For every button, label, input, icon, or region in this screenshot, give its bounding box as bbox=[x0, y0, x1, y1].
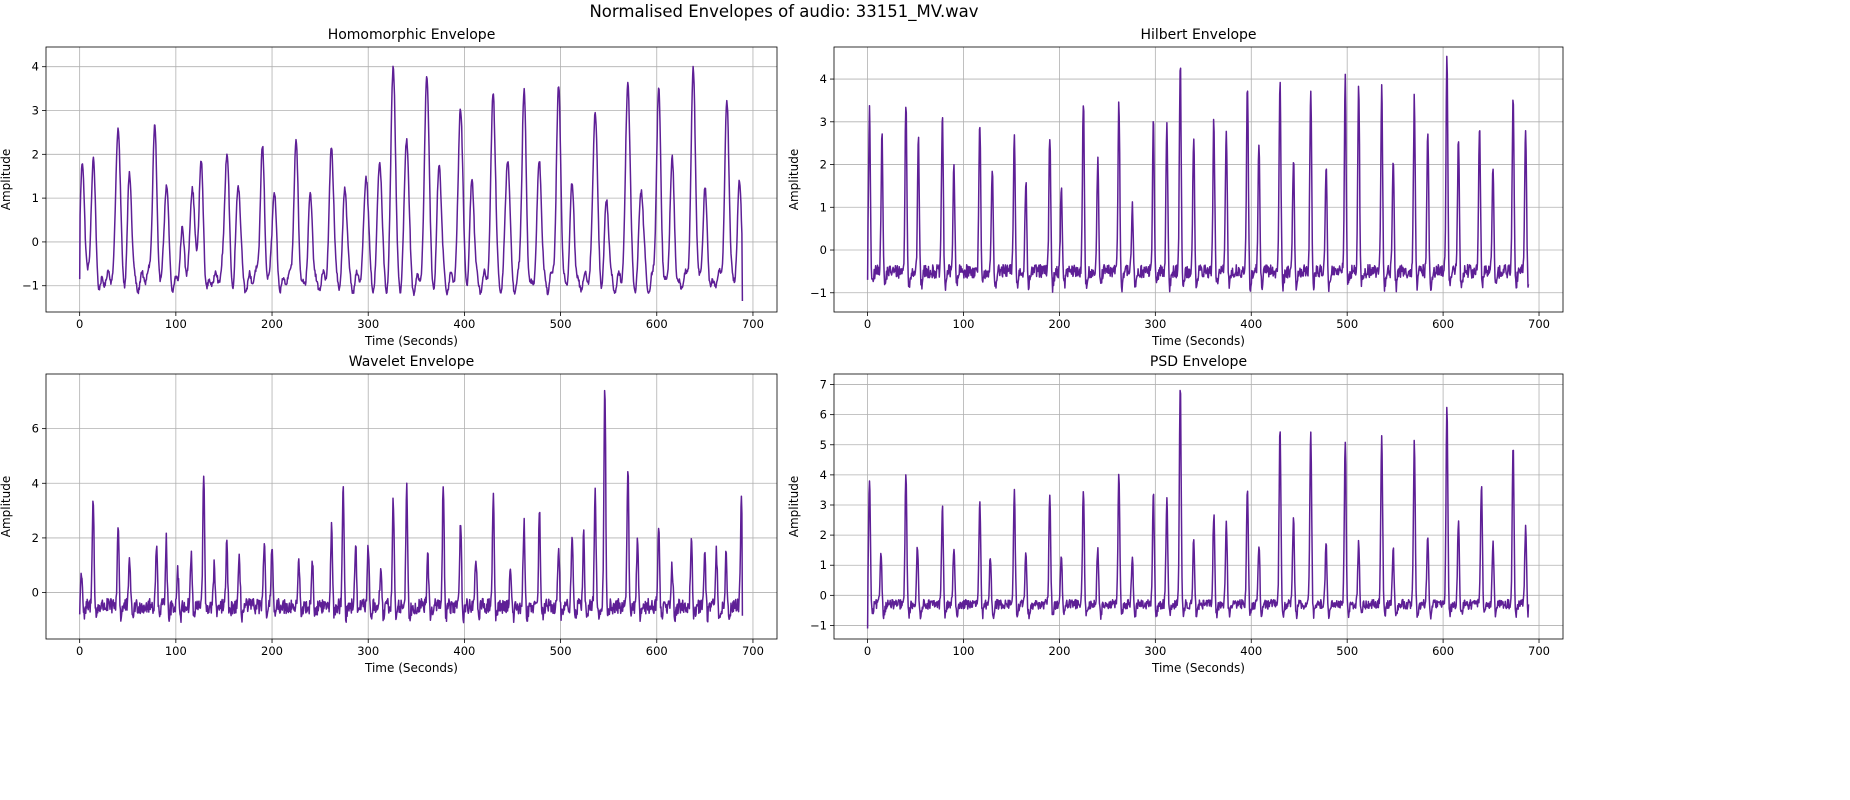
y-tick-label: 6 bbox=[32, 422, 39, 436]
x-axis-label: Time (Seconds) bbox=[364, 334, 458, 348]
y-tick-label: 7 bbox=[820, 378, 827, 392]
x-tick-label: 500 bbox=[550, 317, 572, 331]
y-tick-label: 0 bbox=[820, 588, 827, 602]
x-tick-label: 500 bbox=[1336, 317, 1358, 331]
x-tick-label: 200 bbox=[261, 317, 283, 331]
subplot-4: 0 100 200 300 400 500 600 700 −1 0 1 2 3 4 5 6 7 PSD Enve… bbox=[787, 354, 1564, 675]
subplot-title: Hilbert Envelope bbox=[1140, 27, 1256, 43]
y-axis-label: Amplitude bbox=[787, 149, 801, 211]
x-tick-label: 200 bbox=[261, 644, 283, 658]
x-tick-label: 700 bbox=[1528, 644, 1550, 658]
y-tick-label: −1 bbox=[22, 279, 39, 293]
x-tick-label: 400 bbox=[1240, 644, 1262, 658]
x-tick-label: 500 bbox=[550, 644, 572, 658]
x-tick-label: 500 bbox=[1336, 644, 1358, 658]
x-tick-label: 400 bbox=[453, 317, 475, 331]
series-line bbox=[78, 389, 744, 624]
y-tick-label: 4 bbox=[32, 476, 39, 490]
subplot-3: 0 100 200 300 400 500 600 700 0 2 4 6 Wavelet Envelo… bbox=[0, 354, 778, 675]
x-tick-label: 0 bbox=[864, 317, 871, 331]
y-tick-label: 2 bbox=[820, 158, 827, 172]
series-line bbox=[78, 65, 744, 302]
y-tick-label: 0 bbox=[32, 586, 39, 600]
x-tick-label: 100 bbox=[953, 317, 975, 331]
axes-frame bbox=[45, 373, 778, 640]
x-axis-label: Time (Seconds) bbox=[1151, 334, 1245, 348]
y-axis-label: Amplitude bbox=[787, 476, 801, 538]
x-tick-label: 100 bbox=[165, 317, 187, 331]
x-tick-label: 0 bbox=[76, 317, 83, 331]
y-tick-label: 3 bbox=[820, 115, 827, 129]
y-tick-label: 3 bbox=[32, 104, 39, 118]
x-tick-label: 600 bbox=[646, 317, 668, 331]
y-tick-label: 4 bbox=[820, 72, 827, 86]
series-line bbox=[866, 55, 1530, 293]
y-tick-label: 3 bbox=[820, 498, 827, 512]
x-axis-label: Time (Seconds) bbox=[1151, 661, 1245, 675]
axes-frame bbox=[45, 46, 778, 313]
x-tick-label: 700 bbox=[742, 644, 764, 658]
x-tick-label: 300 bbox=[1144, 644, 1166, 658]
x-tick-label: 300 bbox=[357, 317, 379, 331]
y-tick-label: 5 bbox=[820, 438, 827, 452]
x-tick-label: 600 bbox=[1432, 644, 1454, 658]
x-tick-label: 700 bbox=[1528, 317, 1550, 331]
x-tick-label: 400 bbox=[1240, 317, 1262, 331]
subplot-1: 0 100 200 300 400 500 600 700 −1 0 1 2 3 4 Homomorphic… bbox=[0, 27, 778, 348]
series-line bbox=[866, 389, 1530, 629]
y-tick-label: 2 bbox=[32, 531, 39, 545]
axes-frame bbox=[833, 373, 1564, 640]
x-tick-label: 600 bbox=[1432, 317, 1454, 331]
y-tick-label: 1 bbox=[820, 558, 827, 572]
y-tick-label: 6 bbox=[820, 408, 827, 422]
y-tick-label: 2 bbox=[820, 528, 827, 542]
x-tick-label: 700 bbox=[742, 317, 764, 331]
y-tick-label: 1 bbox=[32, 191, 39, 205]
y-axis-label: Amplitude bbox=[0, 149, 13, 211]
x-tick-label: 0 bbox=[76, 644, 83, 658]
x-tick-label: 300 bbox=[1144, 317, 1166, 331]
x-tick-label: 100 bbox=[953, 644, 975, 658]
subplot-2: 0 100 200 300 400 500 600 700 −1 0 1 2 3 4 Hilbert Env… bbox=[787, 27, 1564, 348]
x-tick-label: 400 bbox=[453, 644, 475, 658]
y-tick-label: 0 bbox=[32, 235, 39, 249]
x-tick-label: 300 bbox=[357, 644, 379, 658]
subplot-title: Homomorphic Envelope bbox=[328, 27, 496, 43]
x-axis-label: Time (Seconds) bbox=[364, 661, 458, 675]
x-tick-label: 200 bbox=[1048, 317, 1070, 331]
subplot-title: PSD Envelope bbox=[1150, 354, 1247, 370]
subplots: 0 100 200 300 400 500 600 700−101234Homomorphic… bbox=[0, 27, 1564, 675]
y-tick-label: −1 bbox=[810, 286, 827, 300]
figure-title: Normalised Envelopes of audio: 33151_MV.… bbox=[589, 2, 978, 22]
figure: Normalised Envelopes of audio: 33151_MV.… bbox=[0, 2, 1564, 675]
x-tick-label: 100 bbox=[165, 644, 187, 658]
y-axis-label: Amplitude bbox=[0, 476, 13, 538]
y-tick-label: 4 bbox=[820, 468, 827, 482]
y-tick-label: 0 bbox=[820, 243, 827, 257]
y-tick-label: 1 bbox=[820, 200, 827, 214]
subplot-title: Wavelet Envelope bbox=[349, 354, 474, 370]
x-tick-label: 0 bbox=[864, 644, 871, 658]
y-tick-label: 2 bbox=[32, 147, 39, 161]
y-tick-label: 4 bbox=[32, 60, 39, 74]
y-tick-label: −1 bbox=[810, 618, 827, 632]
x-tick-label: 200 bbox=[1048, 644, 1070, 658]
x-tick-label: 600 bbox=[646, 644, 668, 658]
axes-frame bbox=[833, 46, 1564, 313]
